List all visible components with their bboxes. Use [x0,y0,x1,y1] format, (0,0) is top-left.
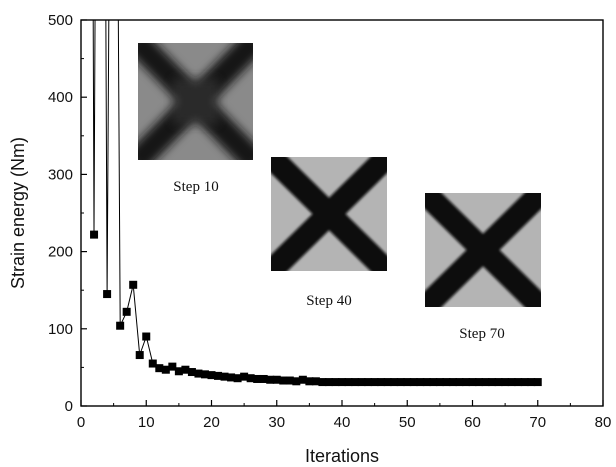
y-axis-title: Strain energy (Nm) [8,137,28,289]
data-point [377,378,386,387]
data-point [475,378,484,387]
data-point [272,375,281,384]
data-point [240,372,249,381]
data-point [311,377,320,386]
inset-label: Step 10 [173,179,218,195]
data-point [390,378,399,387]
data-point [481,378,490,387]
y-tick-label: 500 [48,12,73,29]
data-point [122,307,131,316]
data-point [220,372,229,381]
data-point [338,378,346,387]
x-tick-label: 0 [77,414,85,431]
x-tick-label: 70 [529,414,546,431]
data-point [324,378,333,387]
data-point [194,369,203,378]
data-point [383,378,392,387]
data-point [403,378,412,387]
topology-inset: Step 40 [271,157,387,309]
data-point [168,362,177,371]
data-point [129,280,138,289]
data-point [396,378,405,387]
data-point [259,374,268,383]
data-point [148,359,157,368]
inset-label: Step 40 [306,293,351,309]
data-point [207,371,216,380]
x-axis-title: Iterations [305,446,379,466]
y-tick-label: 100 [48,321,73,338]
x-tick-label: 40 [334,414,351,431]
data-point [370,378,379,387]
data-point [90,230,99,239]
topology-inset: Step 70 [425,193,541,342]
data-point [429,378,438,387]
data-point [331,378,340,387]
data-point [161,365,170,374]
x-tick-label: 60 [464,414,481,431]
topology-insets: Step 10 Step 40 Step 70 [138,43,541,342]
data-point [357,378,366,387]
x-tick-label: 10 [138,414,155,431]
data-point [520,378,529,387]
data-point [298,375,307,384]
data-point [253,374,262,383]
y-tick-label: 300 [48,166,73,183]
data-point [174,367,183,376]
x-tick-label: 80 [595,414,612,431]
x-tick-label: 50 [399,414,416,431]
data-point [103,290,112,299]
data-point [455,378,464,387]
data-point [233,374,242,383]
x-axis: 0 10 20 30 40 50 60 70 80 [77,400,612,431]
data-point [142,332,151,341]
data-point [494,378,503,387]
data-point [448,378,457,387]
data-point [488,378,497,387]
inset-diagonal [271,157,387,271]
data-point [135,351,144,360]
data-point [227,373,236,382]
data-point [155,364,164,373]
data-point [501,378,510,387]
data-point [116,321,125,330]
data-point [533,378,542,387]
data-point [364,378,373,387]
inset-diagonal [425,193,541,307]
series-layer [90,20,542,387]
data-point [514,378,523,387]
x-tick-label: 30 [268,414,285,431]
data-point [200,370,209,379]
data-point [461,378,470,387]
y-axis: 0 100 200 300 400 500 [48,12,87,415]
y-tick-label: 0 [65,398,73,415]
y-tick-label: 400 [48,89,73,106]
data-point [266,375,275,384]
topology-inset: Step 10 [138,43,253,195]
data-point [435,378,444,387]
data-point [409,378,418,387]
data-point [214,371,223,380]
data-point [416,378,425,387]
data-point [422,378,431,387]
data-point [305,377,314,386]
data-point [285,376,294,385]
data-point [507,378,516,387]
data-point [468,378,477,387]
data-point [318,378,327,387]
data-point [527,378,536,387]
y-tick-label: 200 [48,244,73,261]
data-point [181,365,190,374]
x-tick-label: 20 [203,414,220,431]
data-point [279,376,288,385]
data-point [351,378,360,387]
data-point [442,378,451,387]
data-point [344,378,353,387]
inset-label: Step 70 [459,326,504,342]
data-point [292,377,301,386]
data-point [187,368,196,377]
data-point [246,374,255,383]
